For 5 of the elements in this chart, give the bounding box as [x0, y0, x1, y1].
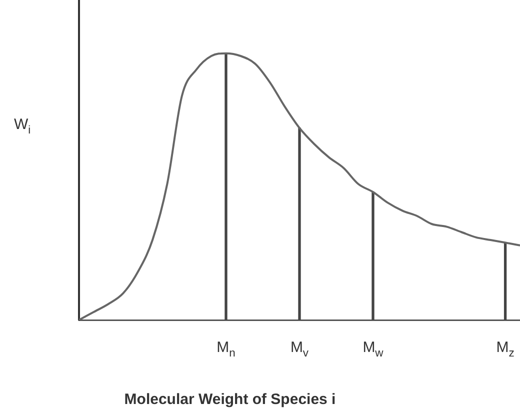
bar — [298, 128, 301, 320]
bar — [224, 53, 228, 320]
bar — [504, 242, 507, 320]
x-axis-title: Molecular Weight of Species i — [124, 391, 336, 408]
bar — [372, 192, 374, 320]
